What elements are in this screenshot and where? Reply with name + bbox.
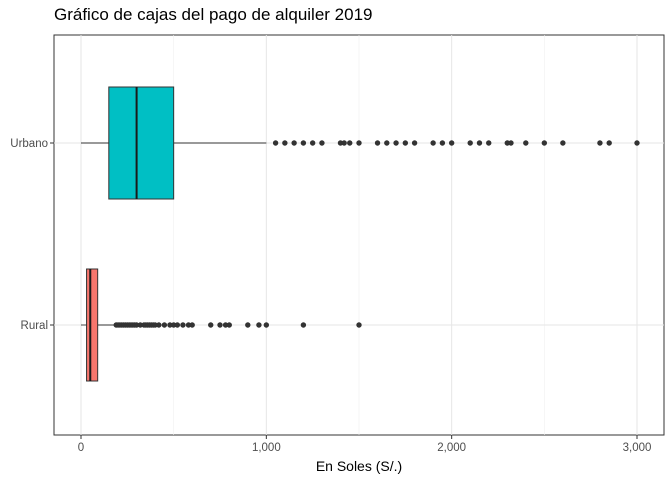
x-tick-label: 1,000 xyxy=(252,442,281,454)
outlier-point xyxy=(189,322,195,328)
outlier-point xyxy=(411,140,418,146)
outlier-point xyxy=(300,322,307,328)
outlier-point xyxy=(341,140,347,146)
outlier-point xyxy=(606,140,612,146)
outlier-point xyxy=(504,140,510,146)
outlier-point xyxy=(486,140,492,146)
outlier-point xyxy=(309,140,316,146)
x-axis-title: En Soles (S/.) xyxy=(316,458,402,474)
box-urbano xyxy=(81,86,640,200)
outlier-point xyxy=(393,140,399,146)
outlier-point xyxy=(439,140,446,146)
outlier-point xyxy=(476,140,483,146)
chart-title: Gráfico de cajas del pago de alquiler 20… xyxy=(54,5,373,24)
outlier-point xyxy=(272,140,279,146)
y-tick-label: Rural xyxy=(21,320,48,332)
x-tick-label: 2,000 xyxy=(437,442,466,454)
outlier-point xyxy=(263,322,270,328)
outlier-point xyxy=(167,322,173,328)
outlier-point xyxy=(152,322,158,328)
outlier-point xyxy=(282,140,288,146)
outlier-point xyxy=(300,140,307,146)
outlier-point xyxy=(597,140,603,146)
y-tick-label: Urbano xyxy=(10,138,48,150)
outlier-point xyxy=(356,140,362,146)
outlier-point xyxy=(319,140,325,146)
x-tick-label: 0 xyxy=(78,442,84,454)
outlier-point xyxy=(374,140,381,146)
outlier-point xyxy=(402,140,409,146)
outlier-point xyxy=(161,322,168,328)
outlier-point xyxy=(560,140,566,146)
box-rural xyxy=(81,268,362,382)
outlier-point xyxy=(208,322,214,328)
x-tick-label: 3,000 xyxy=(623,442,652,454)
outlier-point xyxy=(245,322,251,328)
outlier-point xyxy=(291,140,297,146)
outlier-point xyxy=(508,140,514,146)
outlier-point xyxy=(634,140,640,146)
outlier-point xyxy=(174,322,181,328)
outlier-point xyxy=(448,140,455,146)
outlier-point xyxy=(337,140,344,146)
outlier-point xyxy=(133,322,140,328)
outlier-point xyxy=(356,322,362,328)
outlier-point xyxy=(156,322,162,328)
outlier-point xyxy=(170,322,177,328)
outlier-point xyxy=(217,322,223,328)
outlier-point xyxy=(384,140,390,146)
outlier-point xyxy=(222,322,229,328)
outlier-point xyxy=(467,140,473,146)
outlier-point xyxy=(430,140,436,146)
outlier-point xyxy=(541,140,548,146)
outlier-point xyxy=(347,140,353,146)
box-iqr xyxy=(108,86,175,200)
box-iqr xyxy=(86,268,99,382)
outlier-point xyxy=(180,322,186,328)
outlier-point xyxy=(226,322,232,328)
outlier-point xyxy=(185,322,192,328)
outlier-point xyxy=(523,140,529,146)
outlier-point xyxy=(256,322,262,328)
outlier-point xyxy=(137,322,144,328)
